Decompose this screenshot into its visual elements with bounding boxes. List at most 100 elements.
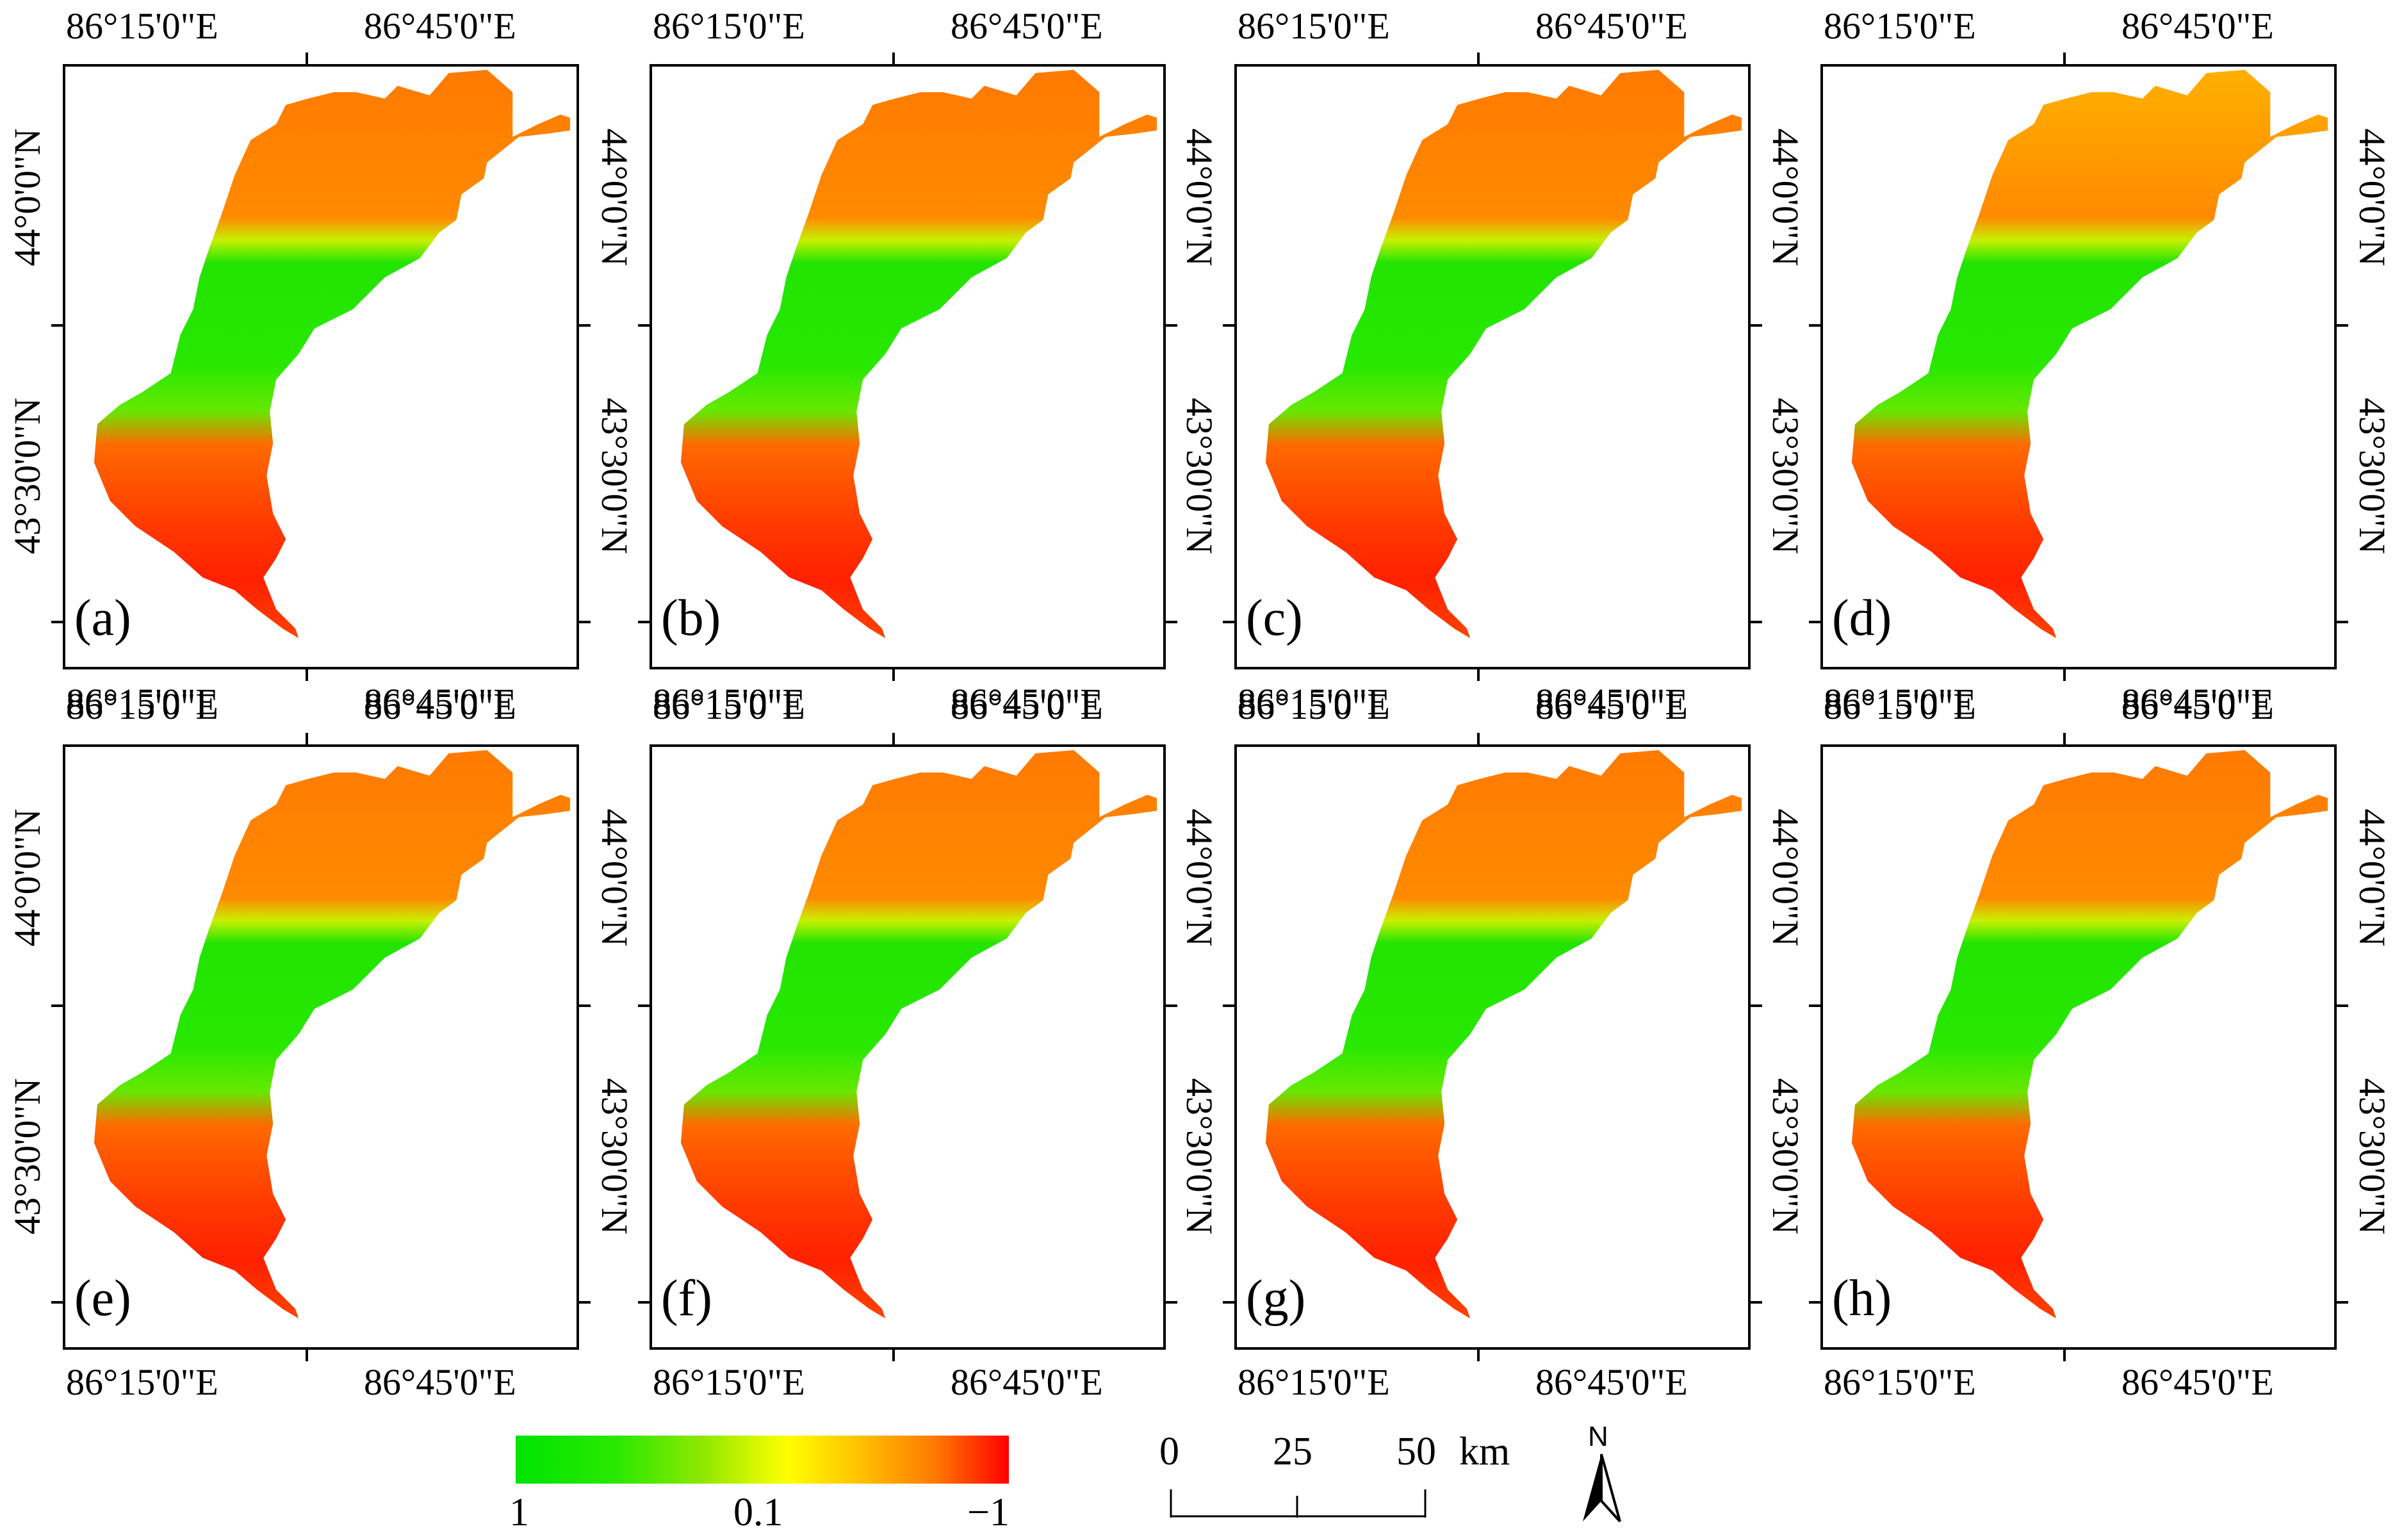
lon-label-east: 86°45'0"E: [364, 1361, 516, 1403]
axis-tick: [2337, 1301, 2348, 1304]
panel-letter: (d): [1832, 590, 1892, 646]
study-area-region: [1851, 69, 2328, 639]
axis-tick: [306, 669, 308, 681]
study-area-region: [680, 69, 1157, 639]
axis-tick: [1223, 621, 1234, 623]
scale-tick-25: 25: [1273, 1430, 1312, 1473]
axis-tick: [579, 324, 591, 327]
map-frame: [1234, 744, 1751, 1350]
study-area-map: [94, 750, 571, 1319]
map-frame: [1234, 64, 1751, 669]
lon-label-west: 86°15'0"E: [1238, 685, 1390, 727]
axis-tick: [1166, 1004, 1177, 1007]
lat-label-north: 44°0'0"N: [1179, 808, 1220, 947]
axis-tick: [1809, 621, 1820, 623]
lon-label-west: 86°15'0"E: [1238, 5, 1390, 47]
lon-label-east: 86°45'0"E: [2121, 5, 2274, 47]
lon-label-east: 86°45'0"E: [1535, 5, 1688, 47]
study-area-map: [680, 750, 1157, 1319]
lat-label-north: 44°0'0"N: [594, 128, 635, 266]
study-area-map: [94, 69, 571, 639]
axis-tick: [892, 53, 895, 64]
scale-bar-line: [1170, 1489, 1426, 1518]
axis-tick: [51, 1301, 63, 1304]
axis-tick: [579, 621, 591, 623]
axis-tick: [1477, 733, 1480, 744]
study-area-map: [1851, 69, 2328, 639]
lon-label-east: 86°45'0"E: [951, 5, 1103, 47]
north-arrow: N: [1579, 1421, 1624, 1528]
scale-unit: km: [1459, 1430, 1510, 1473]
axis-tick: [1477, 1350, 1480, 1361]
panel-letter: (c): [1246, 590, 1303, 646]
axis-tick: [2063, 733, 2066, 744]
lat-label-north: 44°0'0"N: [594, 808, 635, 947]
axis-tick: [1751, 324, 1762, 327]
study-area-region: [94, 69, 571, 639]
panel-letter: (g): [1246, 1270, 1306, 1327]
lon-label-west: 86°15'0"E: [1824, 5, 1976, 47]
lon-label-east: 86°45'0"E: [364, 5, 516, 47]
map-frame: [63, 64, 579, 669]
axis-tick: [892, 669, 895, 681]
north-label: N: [1588, 1421, 1608, 1452]
axis-tick: [638, 1004, 650, 1007]
axis-tick: [1166, 621, 1177, 623]
lon-label-west: 86°15'0"E: [1238, 681, 1390, 723]
study-area-map: [680, 69, 1157, 639]
map-frame: [1820, 744, 2337, 1350]
study-area-map: [1265, 750, 1742, 1319]
lon-label-west: 86°15'0"E: [653, 5, 805, 47]
lat-label-south: 43°30'0"N: [1765, 1077, 1806, 1234]
legend-max-label: −1: [967, 1491, 1009, 1534]
axis-tick: [579, 1301, 591, 1304]
panel-letter: (b): [661, 590, 721, 646]
lon-label-west: 86°15'0"E: [1824, 681, 1976, 723]
panel-letter: (a): [74, 590, 131, 646]
lat-label-north: 44°0'0"N: [2351, 128, 2393, 266]
lon-label-west: 86°15'0"E: [653, 685, 805, 727]
axis-tick: [638, 1301, 650, 1304]
map-frame: [1820, 64, 2337, 669]
lat-label-south: 43°30'0"N: [2351, 397, 2393, 554]
lon-label-east: 86°45'0"E: [2121, 681, 2274, 723]
lon-label-west: 86°15'0"E: [653, 681, 805, 723]
panel-letter: (f): [661, 1270, 712, 1327]
axis-tick: [2063, 669, 2066, 681]
axis-tick: [1751, 1301, 1762, 1304]
axis-tick: [306, 733, 308, 744]
lon-label-east: 86°45'0"E: [951, 1361, 1103, 1403]
panel-letter: (e): [74, 1270, 131, 1327]
axis-tick: [1477, 53, 1480, 64]
north-arrow-icon: [1583, 1454, 1621, 1523]
axis-tick: [1809, 324, 1820, 327]
lon-label-east: 86°45'0"E: [951, 685, 1103, 727]
lon-label-west: 86°15'0"E: [1238, 1361, 1390, 1403]
axis-tick: [2063, 53, 2066, 64]
axis-tick: [2337, 621, 2348, 623]
study-area-map: [1851, 750, 2328, 1319]
lat-label-south: 43°30'0"N: [594, 1077, 635, 1234]
map-frame: [63, 744, 579, 1350]
study-area-region: [680, 750, 1157, 1319]
axis-tick: [892, 1350, 895, 1361]
lat-label-north: 44°0'0"N: [1765, 808, 1806, 947]
lat-label-north: 44°0'0"N: [6, 808, 48, 947]
axis-tick: [306, 53, 308, 64]
scale-tick-0: 0: [1159, 1430, 1179, 1473]
axis-tick: [1477, 669, 1480, 681]
axis-tick: [1809, 1004, 1820, 1007]
axis-tick: [1223, 324, 1234, 327]
axis-tick: [51, 1004, 63, 1007]
lat-label-south: 43°30'0"N: [6, 1077, 48, 1234]
lon-label-west: 86°15'0"E: [66, 5, 218, 47]
lon-label-east: 86°45'0"E: [1535, 685, 1688, 727]
colorbar-gradient: [516, 1436, 1009, 1484]
axis-tick: [638, 621, 650, 623]
axis-tick: [1809, 1301, 1820, 1304]
axis-tick: [892, 733, 895, 744]
lon-label-east: 86°45'0"E: [1535, 1361, 1688, 1403]
axis-tick: [1751, 621, 1762, 623]
lat-label-north: 44°0'0"N: [2351, 808, 2393, 947]
study-area-region: [1851, 750, 2328, 1319]
